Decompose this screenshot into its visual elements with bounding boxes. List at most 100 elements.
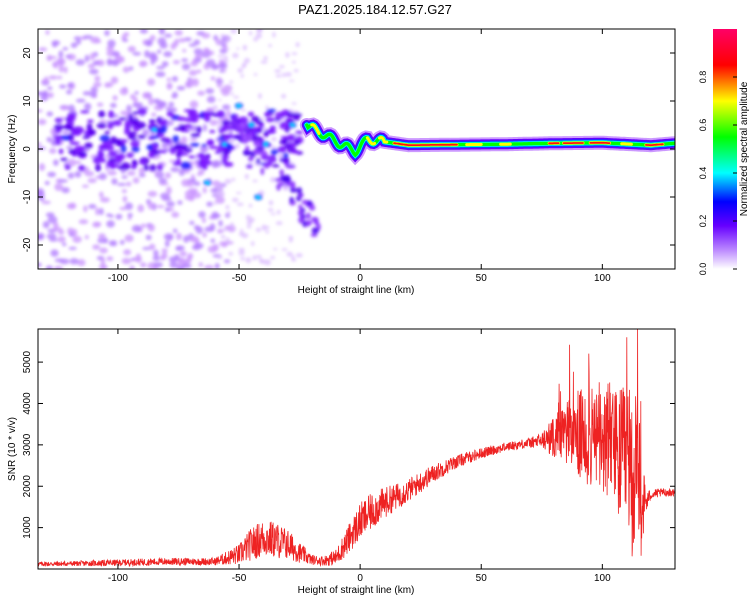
noise-blob — [265, 230, 270, 234]
noise-blob — [189, 137, 198, 142]
x-tick-label: 0 — [357, 573, 363, 584]
noise-blob — [123, 31, 130, 37]
noise-blob — [273, 120, 281, 125]
signal-blob — [152, 128, 157, 132]
noise-blob — [119, 206, 128, 211]
noise-blob — [228, 138, 235, 144]
signal-blob — [244, 132, 252, 139]
signal-blob — [188, 155, 196, 159]
noise-blob — [47, 86, 53, 91]
noise-blob — [203, 47, 210, 53]
noise-blob — [171, 76, 178, 82]
noise-blob — [291, 254, 295, 261]
signal-blob — [311, 227, 320, 234]
noise-blob — [97, 102, 104, 107]
noise-blob — [212, 104, 218, 111]
noise-blob — [149, 34, 156, 42]
noise-blob — [112, 50, 120, 57]
signal-blob — [201, 143, 207, 148]
noise-blob — [210, 238, 216, 243]
signal-blob — [285, 164, 296, 169]
noise-blob — [169, 261, 178, 269]
noise-blob — [193, 39, 201, 46]
noise-blob — [199, 144, 209, 153]
signal-blob — [229, 115, 236, 119]
noise-blob — [38, 163, 46, 171]
noise-blob — [99, 191, 104, 198]
noise-blob — [161, 196, 172, 201]
signal-blob — [103, 144, 115, 151]
noise-blob — [256, 29, 263, 33]
noise-blob — [165, 120, 174, 126]
noise-blob — [271, 136, 277, 142]
noise-blob — [224, 178, 232, 184]
noise-blob — [156, 65, 166, 70]
noise-blob — [42, 221, 50, 229]
noise-blob — [78, 219, 89, 225]
noise-blob — [104, 30, 110, 36]
signal-blob — [64, 164, 71, 170]
signal-blob — [69, 141, 80, 146]
noise-blob — [151, 112, 157, 117]
noise-blob — [219, 48, 228, 54]
noise-blob — [265, 105, 269, 110]
noise-blob — [198, 262, 203, 268]
noise-blob — [134, 91, 139, 95]
signal-blob — [107, 121, 114, 130]
signal-blob — [184, 117, 195, 123]
signal-blob — [104, 130, 111, 135]
signal-blob — [53, 124, 65, 130]
noise-blob — [107, 170, 117, 176]
noise-blob — [59, 105, 70, 111]
noise-blob — [124, 234, 134, 243]
signal-blob — [58, 148, 64, 155]
noise-blob — [241, 232, 249, 239]
noise-blob — [175, 245, 185, 251]
signal-blob — [223, 161, 234, 167]
noise-blob — [75, 59, 86, 66]
noise-blob — [238, 249, 245, 256]
noise-blob — [258, 117, 265, 121]
signal-blob — [112, 120, 123, 127]
noise-blob — [218, 63, 226, 68]
signal-blob — [237, 104, 242, 108]
noise-blob — [218, 98, 222, 102]
noise-blob — [188, 43, 197, 47]
noise-blob — [241, 108, 246, 112]
signal-blob — [285, 174, 291, 181]
noise-blob — [65, 54, 72, 59]
noise-blob — [210, 188, 218, 193]
signal-blob — [289, 187, 298, 193]
noise-blob — [56, 75, 63, 80]
noise-blob — [58, 50, 64, 59]
noise-blob — [209, 223, 216, 232]
signal-blob — [287, 181, 296, 186]
noise-blob — [38, 91, 43, 96]
signal-blob — [283, 144, 293, 149]
noise-blob — [285, 72, 292, 77]
noise-blob — [268, 200, 274, 206]
signal-blob — [266, 129, 274, 133]
noise-blob — [272, 31, 276, 38]
signal-blob — [247, 111, 255, 117]
noise-blob — [106, 213, 112, 217]
signal-blob — [143, 164, 149, 171]
signal-blob — [132, 111, 139, 115]
noise-blob — [216, 82, 223, 88]
noise-blob — [83, 205, 88, 213]
signal-blob — [114, 156, 123, 164]
signal-blob — [277, 182, 286, 187]
signal-blob — [156, 163, 164, 171]
noise-blob — [178, 257, 186, 263]
x-tick-label: -100 — [108, 573, 128, 584]
colorbar-tick-label: 0.2 — [698, 215, 708, 228]
noise-blob — [239, 228, 244, 235]
noise-blob — [163, 233, 174, 241]
noise-blob — [270, 256, 276, 260]
colorbar-ticks: 0.0 0.2 0.4 0.6 0.8 — [698, 71, 737, 275]
noise-blob — [153, 266, 159, 269]
noise-blob — [62, 46, 69, 51]
noise-blob — [189, 220, 195, 225]
signal-blob — [73, 126, 85, 134]
noise-blob — [132, 177, 140, 184]
